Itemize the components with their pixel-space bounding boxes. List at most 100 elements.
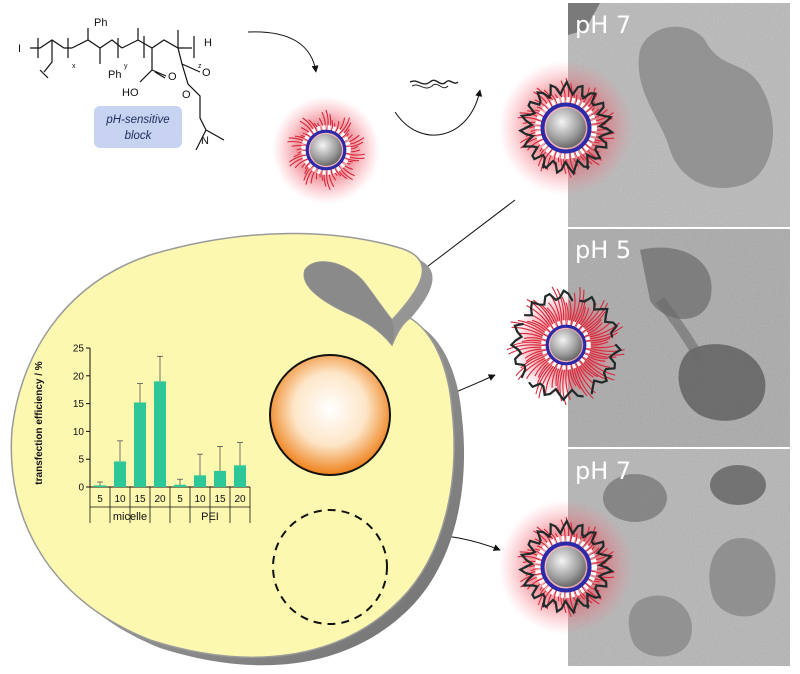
polymer-labels: I Ph Ph x y z H HO O O O N — [18, 17, 212, 147]
corona-chain — [520, 352, 551, 369]
dna-strand — [547, 518, 587, 538]
dna-complex-ph7-bottom — [498, 499, 634, 635]
chart-y-tick-label: 20 — [73, 371, 85, 382]
chain-end-label: I — [18, 43, 21, 55]
chart-x-tick-label: 15 — [214, 494, 226, 505]
shell-ring — [301, 125, 351, 175]
chain-end-h: H — [204, 37, 212, 49]
chart-y-tick-label: 10 — [73, 427, 85, 438]
corona-chain — [518, 332, 549, 342]
dna-strand — [518, 125, 546, 169]
micelles — [272, 60, 634, 635]
dna-strand — [519, 91, 551, 130]
dna-complex-ph7-top — [498, 60, 634, 196]
chart-bar — [234, 465, 246, 487]
chart-bar — [134, 402, 146, 487]
dna-strand — [586, 565, 615, 609]
carbonyl-o-ester: O — [202, 67, 211, 79]
inner-block-ring — [305, 129, 347, 171]
tag-line-1: pH-sensitive — [105, 114, 169, 126]
dna-strand — [582, 531, 614, 570]
panel-label-top: pH 7 — [575, 11, 631, 39]
chart-group-label: PEI — [201, 511, 219, 523]
shell-ring — [541, 320, 591, 370]
ester-o: O — [182, 89, 191, 101]
chart-y-tick-label: 5 — [78, 455, 84, 466]
dna-strand-icon — [409, 79, 459, 85]
dna-strand — [579, 295, 619, 338]
dna-strand — [582, 92, 614, 131]
corona-chain — [573, 360, 594, 399]
chart-x-tick-label: 10 — [194, 494, 206, 505]
phenyl-label-1: Ph — [94, 17, 107, 29]
chart-x-tick-label: 20 — [234, 494, 246, 505]
corona-chain — [580, 355, 615, 381]
chart-bar — [174, 484, 186, 487]
subscript-y: y — [124, 63, 128, 70]
dna-strand — [509, 322, 527, 379]
panel-label-bottom: pH 7 — [575, 457, 631, 485]
chart-x-tick-label: 5 — [177, 494, 183, 505]
subscript-x: x — [72, 63, 76, 70]
carbonyl-o-acid: O — [168, 71, 177, 83]
corona-chain — [557, 362, 564, 393]
chart-y-tick-label: 15 — [73, 399, 85, 410]
micelle-core — [546, 547, 586, 587]
chart-x-tick-label: 15 — [134, 494, 146, 505]
chart-x-tick-label: 5 — [97, 494, 103, 505]
cell-body — [10, 232, 455, 659]
panel-label-middle: pH 5 — [575, 236, 631, 264]
polymer-structure — [30, 28, 225, 151]
amine-n: N — [201, 135, 209, 147]
chart-y-axis-label: transfection efficiency / % — [34, 361, 45, 484]
chart-x-tick-label: 10 — [114, 494, 126, 505]
shell-ring — [535, 536, 597, 598]
cytosol-region — [272, 509, 388, 625]
endosome-vesicle — [269, 354, 391, 476]
corona-chain — [551, 286, 563, 328]
ph-sensitive-tag: pH-sensitive block — [94, 106, 182, 148]
corona-chain — [536, 359, 556, 385]
phenyl-label-2: Ph — [108, 69, 121, 81]
dna-strand — [590, 343, 623, 395]
em-panel-bottom: pH 7 — [568, 449, 790, 666]
corona-chain — [526, 298, 555, 332]
tag-line-2: block — [125, 130, 153, 142]
corona-chain — [510, 321, 550, 339]
dna-strand — [542, 158, 590, 176]
corona-chain — [583, 347, 625, 356]
dna-strand — [542, 597, 590, 615]
inner-block-ring — [540, 102, 592, 154]
shell-ring — [535, 97, 597, 159]
chart-x-tick-label: 20 — [154, 494, 166, 505]
cell-invagination — [304, 261, 394, 345]
chart-bar — [154, 381, 166, 487]
hydroxyl-label: HO — [122, 87, 139, 99]
arrow-polymer-to-micelle — [247, 31, 319, 73]
chart-bar — [114, 461, 126, 487]
dna-strand — [547, 79, 587, 99]
chart-group-label: micelle — [113, 511, 147, 523]
dna-complex-ph5 — [506, 286, 625, 406]
corona-chain — [569, 287, 581, 328]
chart-y-tick-label: 0 — [78, 483, 84, 494]
dna-strand — [528, 381, 584, 402]
em-panel-middle: pH 5 — [568, 229, 790, 447]
corona-chain — [582, 322, 620, 339]
chart-bar — [94, 485, 106, 487]
inner-block-ring — [540, 541, 592, 593]
dna-strand — [586, 126, 615, 170]
cell — [10, 232, 465, 666]
subscript-z: z — [198, 63, 202, 70]
corona-chain — [526, 356, 553, 379]
micelle-core — [550, 329, 582, 361]
micelle-core — [546, 108, 586, 148]
dna-strand-icon-2 — [411, 83, 449, 89]
em-panel-top: pH 7 — [568, 3, 790, 227]
chart-bar — [194, 475, 206, 487]
corona-chain — [577, 300, 605, 332]
dna-strand — [523, 289, 574, 317]
